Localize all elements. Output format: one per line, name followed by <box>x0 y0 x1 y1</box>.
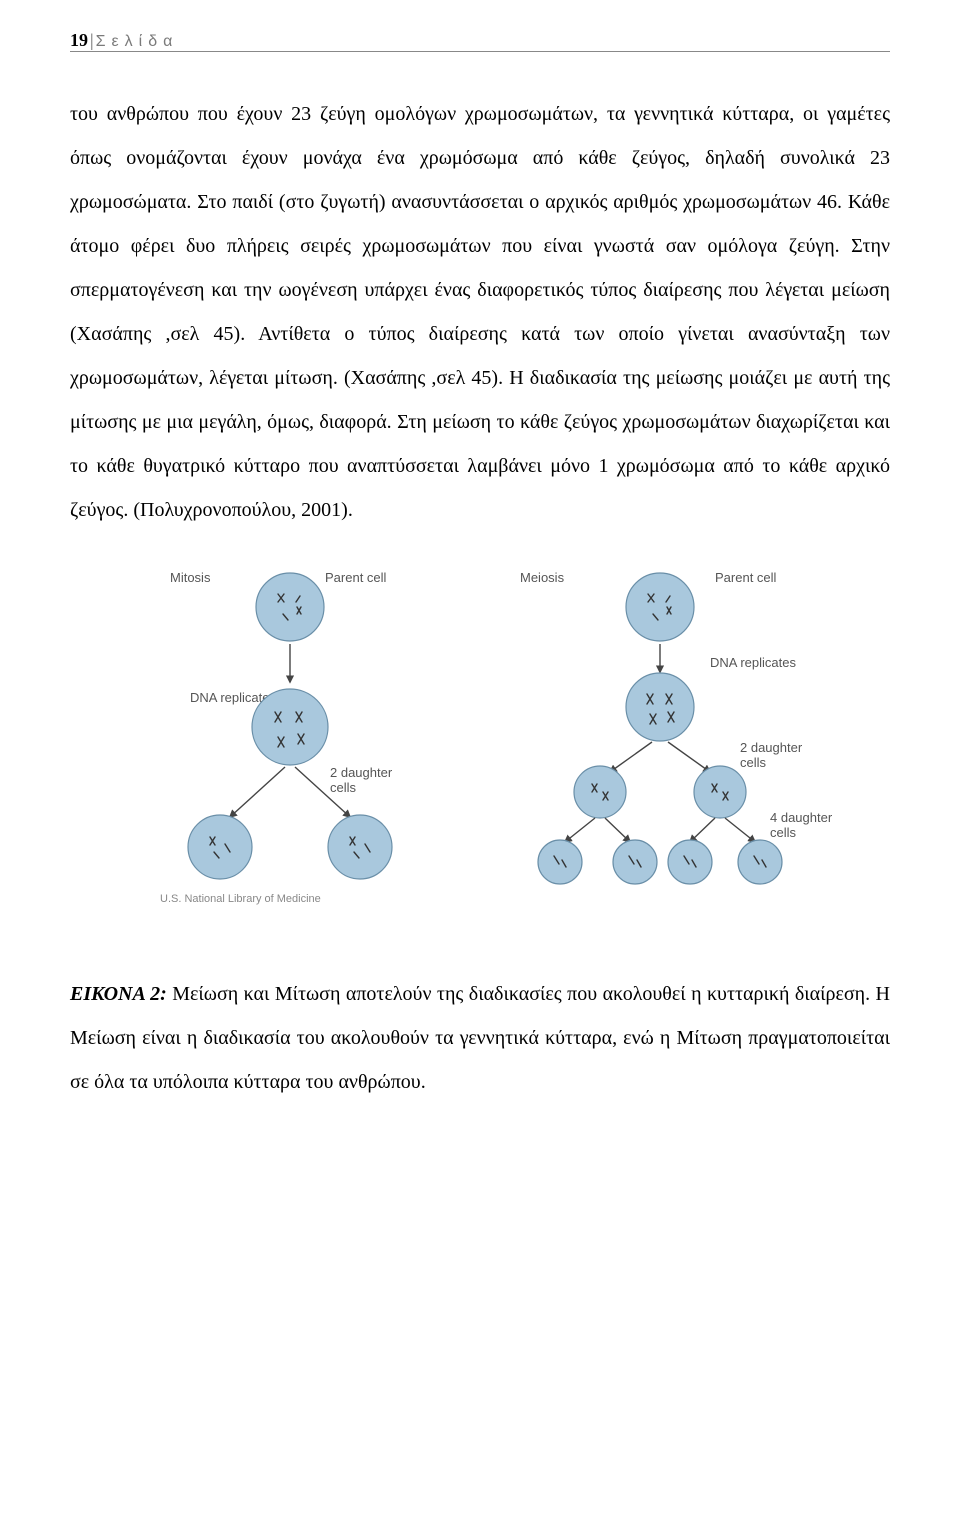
page-word: Σελίδα <box>96 33 179 50</box>
cells-label-right-2: cells <box>770 825 797 840</box>
two-daughter-label-left: 2 daughter <box>330 765 393 780</box>
mitosis-label: Mitosis <box>170 570 211 585</box>
figure-caption-text: Μείωση και Μίτωση αποτελούν της διαδικασ… <box>70 983 890 1093</box>
mitosis-meiosis-diagram: Mitosis Parent cell DNA replicates 2 dau… <box>100 552 860 912</box>
meiosis-intermediate-cell-icon <box>574 766 626 818</box>
meiosis-intermediate-cell-icon <box>694 766 746 818</box>
figure-caption: ΕΙΚΟΝΑ 2: Μείωση και Μίτωση αποτελούν τη… <box>70 972 890 1104</box>
meiosis-label: Meiosis <box>520 570 565 585</box>
dna-replicates-label-right: DNA replicates <box>710 655 796 670</box>
arrow-icon <box>565 818 595 842</box>
arrow-icon <box>725 818 755 842</box>
page-number: 19 <box>70 30 88 50</box>
mitosis-daughter-cell-icon <box>328 815 392 879</box>
arrow-icon <box>610 742 652 772</box>
header-rule <box>70 51 890 52</box>
page-header: 19|Σελίδα <box>70 30 890 51</box>
meiosis-parent-cell-icon <box>626 573 694 641</box>
meiosis-daughter-cell-icon <box>738 840 782 884</box>
mitosis-parent-cell-icon <box>256 573 324 641</box>
cells-label-right-1: cells <box>740 755 767 770</box>
two-daughter-label-right: 2 daughter <box>740 740 803 755</box>
body-paragraph: του ανθρώπου που έχουν 23 ζεύγη ομολόγων… <box>70 92 890 532</box>
mitosis-replicated-cell-icon <box>252 689 328 765</box>
parent-cell-label-right: Parent cell <box>715 570 777 585</box>
diagram-container: Mitosis Parent cell DNA replicates 2 dau… <box>70 552 890 912</box>
meiosis-daughter-cell-icon <box>613 840 657 884</box>
parent-cell-label-left: Parent cell <box>325 570 387 585</box>
header-separator: | <box>88 30 96 50</box>
arrow-icon <box>668 742 710 772</box>
meiosis-daughter-cell-icon <box>668 840 712 884</box>
figure-label: ΕΙΚΟΝΑ 2: <box>70 983 167 1005</box>
page: 19|Σελίδα του ανθρώπου που έχουν 23 ζεύγ… <box>0 0 960 1164</box>
meiosis-daughter-cell-icon <box>538 840 582 884</box>
credit-label: U.S. National Library of Medicine <box>160 893 321 905</box>
cells-label-left: cells <box>330 780 357 795</box>
mitosis-daughter-cell-icon <box>188 815 252 879</box>
arrow-icon <box>230 767 285 817</box>
four-daughter-label: 4 daughter <box>770 810 833 825</box>
arrow-icon <box>605 818 630 842</box>
meiosis-replicated-cell-icon <box>626 673 694 741</box>
arrow-icon <box>690 818 715 842</box>
